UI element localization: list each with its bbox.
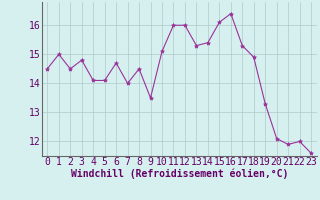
X-axis label: Windchill (Refroidissement éolien,°C): Windchill (Refroidissement éolien,°C) [70, 169, 288, 179]
